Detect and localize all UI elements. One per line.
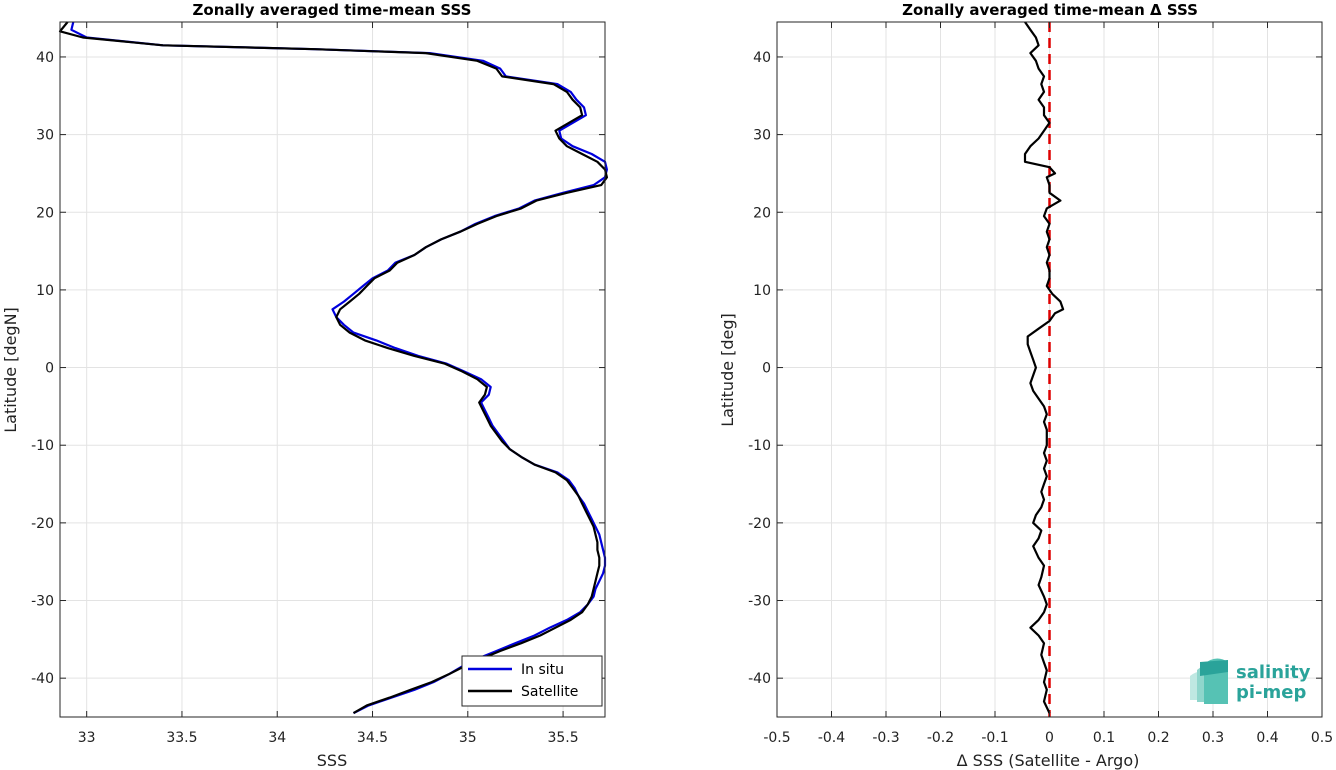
x-tick-label: 35.5 bbox=[547, 730, 578, 746]
legend: In situ Satellite bbox=[461, 655, 603, 707]
y-tick-label: 30 bbox=[36, 128, 54, 144]
chart-title-left: Zonally averaged time-mean SSS bbox=[193, 1, 472, 19]
y-tick-label: -20 bbox=[748, 516, 771, 532]
x-tick-label: -0.5 bbox=[763, 730, 790, 746]
x-tick-label: -0.1 bbox=[981, 730, 1008, 746]
delta-sss-profile-chart: -0.5 -0.4 -0.3 -0.2 -0.1 0 0.1 0.2 0.3 0.4 0.5 -40 -… bbox=[718, 1, 1333, 770]
logo-waves-icon bbox=[1190, 658, 1228, 704]
x-tick-label: 0 bbox=[1045, 730, 1054, 746]
x-tick-label: -0.4 bbox=[818, 730, 845, 746]
y-axis-label-left: Latitude [degN] bbox=[1, 307, 20, 433]
x-tick-label: 33 bbox=[78, 730, 96, 746]
x-tick-label: -0.2 bbox=[927, 730, 954, 746]
logo-line1: salinity bbox=[1236, 662, 1311, 683]
x-tick-label: 35 bbox=[459, 730, 477, 746]
y-tick-label: 0 bbox=[762, 361, 771, 377]
salinity-pi-mep-logo: salinity pi-mep bbox=[1190, 658, 1311, 704]
y-tick-label: 40 bbox=[36, 50, 54, 66]
x-tick-label: 0.5 bbox=[1311, 730, 1333, 746]
y-tick-label: 10 bbox=[753, 283, 771, 299]
logo-line2: pi-mep bbox=[1236, 682, 1306, 703]
series-line-delta-sss bbox=[1023, 21, 1065, 714]
y-axis-label-right: Latitude [deg] bbox=[718, 313, 737, 427]
plot-area-left bbox=[60, 22, 605, 717]
y-tick-label: 20 bbox=[36, 205, 54, 221]
series-line-satellite bbox=[58, 21, 609, 715]
legend-box bbox=[461, 655, 603, 707]
y-tick-label: -10 bbox=[748, 438, 771, 454]
chart-title-right: Zonally averaged time-mean Δ SSS bbox=[902, 1, 1198, 19]
x-tick-label: 34 bbox=[268, 730, 286, 746]
legend-label-satellite: Satellite bbox=[521, 684, 578, 700]
y-tick-label: 30 bbox=[753, 128, 771, 144]
x-tick-label: 0.4 bbox=[1256, 730, 1278, 746]
series-left bbox=[58, 21, 609, 715]
axes-box-left bbox=[59, 21, 606, 718]
x-tick-label: 0.3 bbox=[1202, 730, 1224, 746]
ticks-right: -0.5 -0.4 -0.3 -0.2 -0.1 0 0.1 0.2 0.3 0.4 0.5 -40 -… bbox=[748, 22, 1333, 746]
y-tick-label: -10 bbox=[31, 438, 54, 454]
y-tick-label: -30 bbox=[31, 594, 54, 610]
y-tick-label: 10 bbox=[36, 283, 54, 299]
y-tick-label: 20 bbox=[753, 205, 771, 221]
y-tick-label: -40 bbox=[31, 671, 54, 687]
x-axis-label-right: Δ SSS (Satellite - Argo) bbox=[957, 751, 1140, 770]
y-tick-label: -30 bbox=[748, 594, 771, 610]
x-tick-label: 0.2 bbox=[1147, 730, 1169, 746]
x-axis-label-left: SSS bbox=[317, 751, 347, 770]
sss-profile-chart: 33 33.5 34 34.5 35 35.5-40-30-20-10010203040 … bbox=[1, 1, 609, 770]
series-right bbox=[1023, 21, 1065, 714]
y-tick-label: -40 bbox=[748, 671, 771, 687]
ticks-left: 33 33.5 34 34.5 35 35.5 -40 -30 -20 -10 0 10 20 30 40 bbox=[31, 22, 605, 746]
x-tick-label: 34.5 bbox=[357, 730, 388, 746]
x-tick-label: 33.5 bbox=[166, 730, 197, 746]
y-tick-label: 0 bbox=[45, 361, 54, 377]
y-tick-label: 40 bbox=[753, 50, 771, 66]
legend-label-in-situ: In situ bbox=[521, 662, 564, 678]
x-tick-label: -0.3 bbox=[872, 730, 899, 746]
y-tick-label: -20 bbox=[31, 516, 54, 532]
x-tick-label: 0.1 bbox=[1093, 730, 1115, 746]
grid-left bbox=[60, 22, 605, 717]
